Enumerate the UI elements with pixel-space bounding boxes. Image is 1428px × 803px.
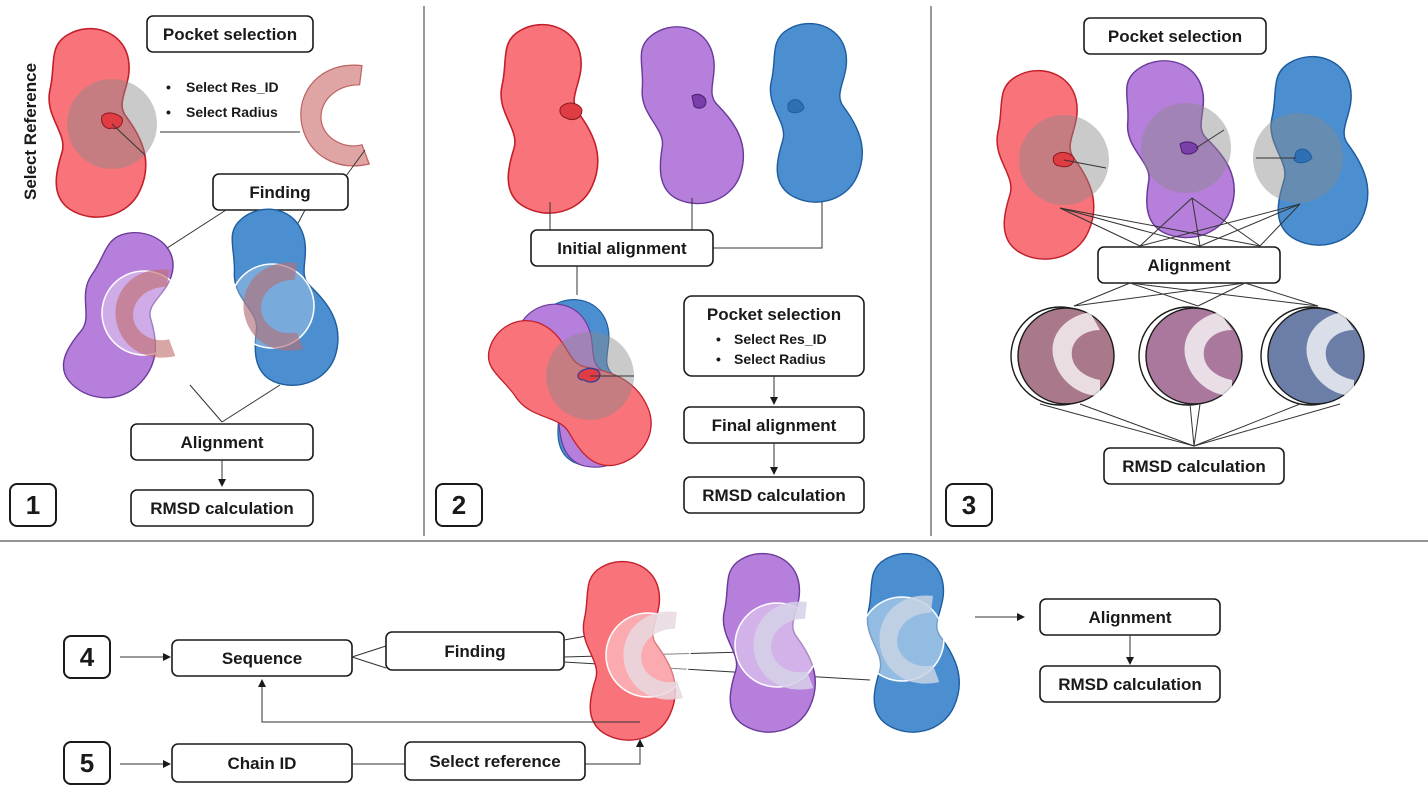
rmsd-label: RMSD calculation: [1058, 675, 1202, 694]
panel-number-3: 3: [962, 490, 976, 520]
connectors-to-alignment: [1059, 197, 1301, 247]
connector-blue-alignment: [221, 384, 281, 423]
bullet-1: •: [716, 331, 721, 347]
panel-3: Pocket selection Alignment: [945, 17, 1369, 527]
radius-line: [111, 123, 146, 156]
connector-sequence-finding-2: [351, 656, 387, 669]
finding-box: [212, 173, 349, 211]
extracted-pocket: [300, 64, 370, 167]
aligned-ligand: [577, 367, 601, 383]
rmsd-box: [1103, 447, 1285, 485]
select-reference-label: Select Reference: [21, 63, 40, 200]
panel-4-5: 4 Sequence Finding Alignment RMSD calcul…: [63, 552, 1221, 785]
red-ligand: [1052, 151, 1075, 168]
initial-alignment-label: Initial alignment: [557, 239, 687, 258]
panel-dividers: [0, 6, 1428, 542]
purple-protein: [632, 19, 751, 210]
panel-1: Select Reference Pocket selection • Sele…: [9, 15, 370, 527]
alignment-label: Alignment: [1088, 608, 1171, 627]
finding-box: [385, 631, 565, 671]
rmsd-label: RMSD calculation: [150, 499, 294, 518]
pocket-selection-label: Pocket selection: [707, 305, 841, 324]
bullet-radius: Select Radius: [734, 351, 826, 367]
sequence-box: [171, 639, 353, 677]
alignment-label: Alignment: [1147, 256, 1230, 275]
panel-number-5: 5: [80, 748, 94, 778]
select-reference-label: Select reference: [429, 752, 560, 771]
red-protein: [500, 23, 599, 214]
blue-pocket-circle: [859, 596, 945, 682]
zoom-circle-red: [1010, 306, 1115, 406]
rmsd-label: RMSD calculation: [702, 486, 846, 505]
zoom-circle-purple: [1138, 306, 1243, 406]
pocket-selection-box: [1083, 17, 1267, 55]
bullet-res-id: Select Res_ID: [734, 331, 827, 347]
purple-ligand: [691, 93, 707, 109]
blue-ligand: [1293, 148, 1313, 164]
purple-ligand: [1179, 141, 1199, 155]
connector-purple-alignment: [189, 384, 223, 423]
bullet-radius: Select Radius: [186, 104, 278, 120]
panel-number-2: 2: [452, 490, 466, 520]
red-ligand: [559, 102, 583, 121]
bullet-1: •: [166, 79, 171, 95]
panel-2: Initial alignment Pocket selection • Sel…: [435, 19, 865, 527]
blue-protein: [769, 22, 864, 203]
rmsd-label: RMSD calculation: [1122, 457, 1266, 476]
connectors-to-rmsd: [1039, 403, 1341, 447]
select-reference-box: [404, 741, 586, 781]
finding-label: Finding: [444, 642, 505, 661]
purple-pocket-circle: [734, 602, 820, 688]
panel-number-3-box: [945, 483, 993, 527]
rmsd-box: [1039, 665, 1221, 703]
sequence-label: Sequence: [222, 649, 302, 668]
panel-number-4: 4: [80, 642, 95, 672]
final-alignment-label: Final alignment: [712, 416, 837, 435]
finding-label: Finding: [249, 183, 310, 202]
red-pocket-circle: [605, 612, 691, 698]
connector-sequence-finding-1: [351, 645, 387, 658]
bullet-res-id: Select Res_ID: [186, 79, 279, 95]
purple-radius-line: [1195, 129, 1225, 149]
alignment-label: Alignment: [180, 433, 263, 452]
chain-id-box: [171, 743, 353, 783]
connector-finding-pocket: [345, 149, 366, 177]
panel-number-1-box: [9, 483, 57, 527]
panel-number-2-box: [435, 483, 483, 527]
panel-number-4-box: [63, 635, 111, 679]
rmsd-box: [683, 476, 865, 514]
initial-alignment-box: [530, 229, 714, 267]
arrow-select-red-protein: [585, 739, 644, 765]
blue-ligand: [787, 99, 805, 114]
zoom-circle-blue: [1260, 306, 1365, 406]
rmsd-box: [130, 489, 314, 527]
red-radius-line: [1063, 159, 1107, 169]
pocket-selection-label: Pocket selection: [1108, 27, 1242, 46]
feedback-arrow-sequence: [258, 679, 640, 723]
pocket-selection-box: [146, 15, 314, 53]
pocket-selection-label: Pocket selection: [163, 25, 297, 44]
alignment-box: [1097, 246, 1281, 284]
bullet-2: •: [166, 104, 171, 120]
panel-number-1: 1: [26, 490, 40, 520]
bullet-2: •: [716, 351, 721, 367]
connectors-to-zooms: [1073, 282, 1319, 307]
ligand-shape: [101, 112, 123, 129]
connector-blue-initial: [713, 202, 823, 249]
panel-number-5-box: [63, 741, 111, 785]
chain-id-label: Chain ID: [228, 754, 297, 773]
